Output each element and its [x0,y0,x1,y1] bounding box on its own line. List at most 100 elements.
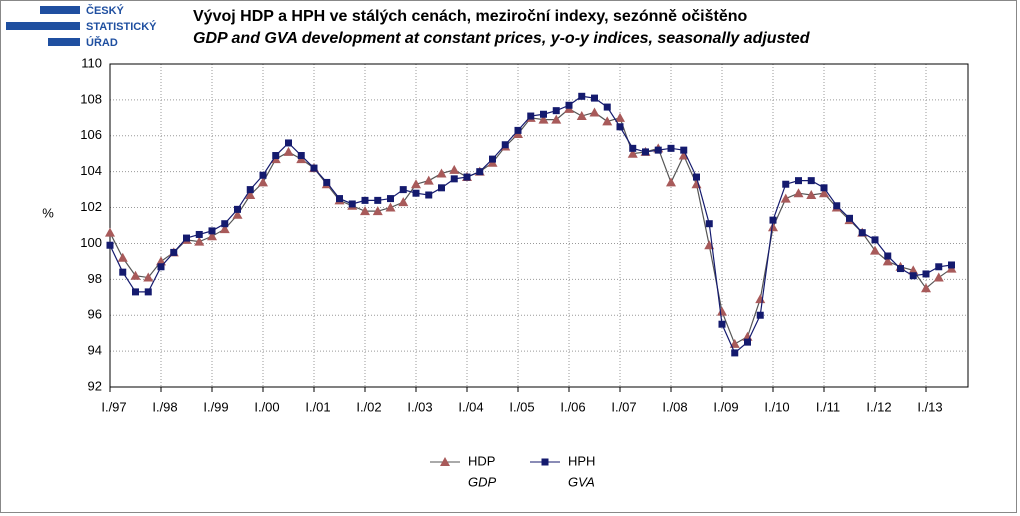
point [833,202,841,210]
point [908,265,919,275]
point [615,112,625,122]
point [589,107,600,117]
point [744,338,751,346]
point [616,123,624,131]
point [106,241,114,249]
point [948,261,955,269]
point [897,265,904,273]
x-tick-label: I./01 [305,399,330,414]
point [642,148,649,156]
point [425,191,433,199]
plot-frame [109,63,969,388]
x-tick-label: I./97 [101,399,126,414]
point [769,216,777,224]
point [221,220,229,228]
point [283,146,294,156]
point [527,112,535,120]
point [245,189,256,199]
point [871,236,879,244]
point [591,94,598,102]
point [578,92,586,100]
point [909,272,917,280]
point [372,206,383,216]
point [882,256,893,266]
point [935,263,943,271]
point [489,155,496,163]
point [360,206,370,216]
point [411,179,421,189]
y-tick-label: 102 [80,199,102,214]
point [438,184,445,192]
point [729,338,740,348]
point [922,270,930,278]
point [144,288,152,296]
point [933,272,944,282]
point [846,214,853,222]
point [132,288,139,296]
point [501,141,509,149]
logo-text: STATISTICKÝ [86,20,157,33]
point [105,227,115,237]
point [374,196,382,204]
point [576,111,587,121]
point [693,173,700,181]
point [678,150,689,160]
y-tick-label: 98 [88,271,102,286]
legend-label: HDP [468,453,495,468]
point [793,188,804,198]
x-tick-label: I./11 [816,399,840,414]
point [705,220,713,228]
point [654,146,662,154]
point [285,139,292,147]
logo-bar [48,38,80,46]
point [323,178,331,186]
point [742,331,753,341]
x-tick-label: I./00 [254,399,279,414]
point [234,205,241,213]
point [807,177,815,185]
x-tick-label: I./06 [560,399,585,414]
point [130,270,141,280]
point [731,349,739,357]
logo-text: ÚŘAD [86,36,118,49]
point [820,184,828,192]
point [718,320,726,328]
y-tick-label: 92 [88,378,102,393]
point [423,175,434,185]
legend-note: GVA [568,474,595,489]
point [538,114,549,124]
logo-bar [40,6,80,14]
point [476,168,484,176]
chart-title: Vývoj HDP a HPH ve stálých cenách, mezir… [193,8,748,25]
point [232,209,243,219]
legend-label: HPH [568,453,595,468]
point [183,234,190,242]
point [667,144,675,152]
point [717,306,727,316]
point [627,148,638,158]
y-tick-label: 104 [80,163,102,178]
point [387,195,394,203]
point [884,252,892,260]
point [870,245,880,255]
y-tick-label: 94 [88,343,102,358]
point [629,144,637,152]
point [258,177,268,187]
point [119,268,127,276]
point [449,164,460,174]
point [552,107,560,115]
point [336,195,343,203]
x-tick-label: I./07 [611,399,636,414]
x-tick-label: I./05 [509,399,534,414]
point [540,110,547,118]
point [399,186,407,194]
point [348,200,356,208]
point [806,189,817,199]
point [207,231,217,241]
point [246,186,254,194]
logo-bar [6,22,80,30]
x-tick-label: I./09 [713,399,738,414]
point [297,152,305,160]
